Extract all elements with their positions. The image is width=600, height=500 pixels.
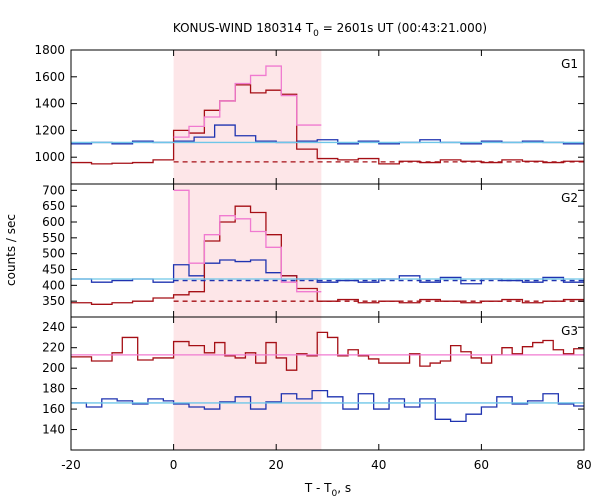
g2-ytick-label: 450 xyxy=(42,263,65,277)
series-group-g3 xyxy=(71,331,584,423)
g3-ytick-label: 180 xyxy=(42,382,65,396)
g2-ytick-label: G2 xyxy=(561,191,578,205)
x-tick-label: 60 xyxy=(474,458,489,472)
x-axis-label-main: T - T xyxy=(304,481,332,495)
g2-ytick-label: 400 xyxy=(42,278,65,292)
g3-ytick-label: 140 xyxy=(42,423,65,437)
g1-ytick-label: 1400 xyxy=(34,97,65,111)
figure-title-subscript: 0 xyxy=(313,29,319,39)
ticks-group-g1: G1 1000 1200 1400 1600 1800 xyxy=(34,43,585,185)
g3-ytick-label: 200 xyxy=(42,361,65,375)
g3-ytick-label: 240 xyxy=(42,320,65,334)
g2-ytick-label: 550 xyxy=(42,231,65,245)
highlight-band-g3 xyxy=(173,317,322,450)
x-tick-label: -20 xyxy=(61,458,81,472)
g1-ytick-label: 1800 xyxy=(34,43,65,57)
panel-g3-frame xyxy=(70,316,585,451)
g2-ytick-label: 350 xyxy=(42,294,65,308)
figure-title: KONUS-WIND 180314 T0 = 2601s UT (00:43:2… xyxy=(173,21,487,39)
highlight-band-g2 xyxy=(173,184,322,317)
panel-g2-frame xyxy=(70,183,585,318)
y-axis-label: counts / sec xyxy=(4,214,18,286)
g3-dark-red-histogram xyxy=(71,331,584,371)
g2-dark-red-histogram xyxy=(71,205,584,305)
g2-ytick-label: 650 xyxy=(42,199,65,213)
g2-ytick-label: 700 xyxy=(42,183,65,197)
panel-g1-frame xyxy=(70,49,585,185)
x-tick-labels: -20 0 20 40 60 80 xyxy=(61,458,591,472)
series-group-g1 xyxy=(71,65,584,165)
g1-pink-histogram xyxy=(173,65,322,138)
panel-g3: G3 140 160 180 200 220 240 G3 xyxy=(42,316,585,451)
g1-ytick-label: 1600 xyxy=(34,70,65,84)
x-tick-label: 80 xyxy=(576,458,591,472)
highlight-interval-g1 xyxy=(173,50,322,184)
figure-title-prefix: KONUS-WIND 180314 T xyxy=(173,21,314,35)
highlight-interval-g2 xyxy=(173,184,322,317)
g1-dark-red-histogram xyxy=(71,84,584,165)
x-axis-label-subscript: 0 xyxy=(332,489,338,499)
highlight-band-g1 xyxy=(173,50,322,184)
g1-ytick-label: 1000 xyxy=(34,150,65,164)
g1-blue-histogram xyxy=(71,124,584,145)
g2-ytick-label: 500 xyxy=(42,247,65,261)
g3-ytick-label: 220 xyxy=(42,341,65,355)
x-axis-label-tail: , s xyxy=(337,481,351,495)
x-tick-label: 0 xyxy=(170,458,178,472)
highlight-interval-g3 xyxy=(173,317,322,450)
g3-blue-histogram xyxy=(71,390,584,423)
g1-ytick-label: 1200 xyxy=(34,123,65,137)
g3-ytick-label: 160 xyxy=(42,402,65,416)
series-group-g2 xyxy=(71,189,584,305)
g1-ytick-label: G1 xyxy=(561,57,578,71)
ticks-group-g3: G3 140 160 180 200 220 240 xyxy=(42,317,585,451)
panel-g1: G1 1000 1200 1400 1600 1800 G1 xyxy=(34,43,585,185)
g3-ytick-label: G3 xyxy=(561,324,578,338)
x-axis-label: T - T0, s xyxy=(304,481,351,499)
x-tick-label: 20 xyxy=(269,458,284,472)
g2-ytick-label: 600 xyxy=(42,215,65,229)
g2-pink-histogram xyxy=(173,189,322,293)
figure-title-suffix: = 2601s UT (00:43:21.000) xyxy=(319,21,487,35)
x-tick-label: 40 xyxy=(371,458,386,472)
